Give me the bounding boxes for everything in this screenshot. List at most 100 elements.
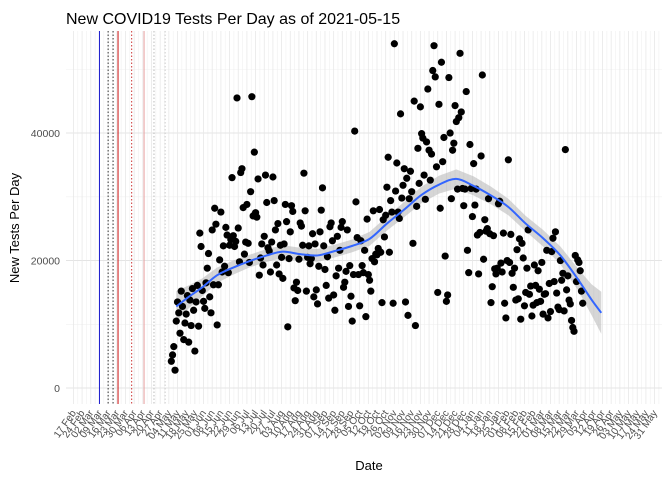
data-point [321, 265, 329, 274]
data-point [216, 256, 224, 264]
data-point [254, 175, 262, 183]
data-point [171, 366, 179, 374]
data-point [383, 183, 391, 191]
data-point [270, 197, 278, 205]
data-point [551, 228, 560, 236]
data-point [361, 246, 369, 254]
data-point [266, 268, 275, 276]
data-point [307, 255, 315, 263]
data-point [514, 295, 522, 303]
data-point [310, 293, 318, 301]
data-point [317, 206, 325, 214]
data-point [211, 204, 219, 212]
data-point [349, 270, 358, 279]
data-point [420, 171, 428, 179]
data-point [297, 222, 306, 230]
data-point [382, 211, 390, 219]
data-point [286, 228, 294, 236]
data-point [441, 252, 449, 260]
data-point [302, 287, 310, 295]
data-point [228, 174, 236, 182]
data-point [192, 298, 200, 306]
data-point [346, 262, 354, 270]
data-point [570, 327, 578, 335]
data-point [294, 286, 302, 295]
data-point [450, 139, 458, 147]
data-point [182, 310, 190, 318]
data-point [185, 338, 193, 346]
data-point [271, 226, 280, 234]
data-point [546, 307, 555, 316]
data-point [426, 176, 434, 184]
x-axis-title: Date [355, 458, 382, 473]
data-point [196, 229, 204, 237]
data-point [395, 214, 403, 223]
data-point [541, 290, 550, 298]
y-tick-label: 20000 [31, 256, 60, 268]
data-point [295, 255, 303, 263]
data-point [577, 287, 586, 295]
data-point [331, 306, 339, 314]
data-point [365, 276, 374, 284]
data-point [269, 173, 277, 181]
data-point [549, 234, 557, 242]
data-point [280, 240, 288, 248]
data-point [212, 220, 220, 228]
data-point [311, 240, 319, 248]
data-point [323, 253, 332, 261]
data-point [265, 247, 273, 255]
data-point [334, 264, 343, 272]
data-point [190, 306, 198, 314]
data-point [424, 85, 432, 93]
data-point [367, 287, 375, 295]
data-point [333, 232, 341, 240]
data-point [351, 127, 359, 135]
data-point [255, 271, 263, 279]
data-point [222, 223, 230, 231]
data-point [327, 219, 335, 227]
data-points [167, 40, 587, 374]
data-point [439, 158, 447, 166]
data-point [536, 297, 545, 305]
data-point [377, 248, 385, 256]
data-point [576, 267, 584, 275]
data-point [484, 195, 493, 203]
data-point [575, 258, 583, 267]
data-point [347, 292, 355, 300]
data-point [289, 207, 297, 216]
data-point [284, 323, 292, 331]
data-point [462, 87, 470, 96]
data-point [538, 258, 546, 267]
grid-minor [66, 31, 662, 404]
data-point [187, 321, 195, 330]
data-point [263, 198, 271, 207]
data-point [498, 268, 506, 276]
data-point [477, 152, 485, 160]
data-point [305, 242, 313, 250]
data-point [332, 272, 340, 280]
data-point [287, 202, 296, 210]
chart-title: New COVID19 Tests Per Day as of 2021-05-… [66, 11, 400, 28]
data-point [567, 316, 576, 325]
data-point [197, 242, 205, 251]
data-point [201, 304, 209, 312]
data-point [487, 299, 495, 307]
data-point [465, 269, 473, 277]
data-point [385, 248, 394, 256]
data-point [513, 246, 521, 254]
data-point [260, 232, 268, 240]
data-point [432, 163, 441, 171]
data-point [414, 144, 422, 152]
data-point [328, 237, 337, 245]
data-point [203, 264, 211, 272]
data-point [217, 208, 225, 216]
data-point [519, 254, 527, 262]
data-point [493, 264, 501, 272]
data-point [356, 302, 364, 310]
data-point [505, 258, 514, 267]
data-point [363, 215, 371, 223]
data-point [168, 351, 177, 359]
data-point [268, 238, 276, 246]
data-point [479, 255, 488, 263]
